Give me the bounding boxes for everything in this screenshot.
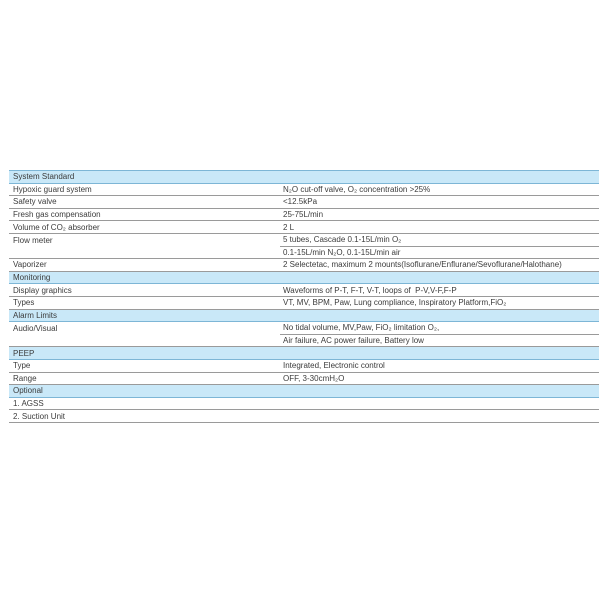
section-header-label: Monitoring (13, 273, 51, 283)
spec-row: Fresh gas compensation 25-75L/min (9, 209, 599, 222)
section-header-row: PEEP (9, 347, 599, 360)
spec-row: Type Integrated, Electronic control (9, 360, 599, 373)
section-header-label: Alarm Limits (13, 310, 58, 320)
spec-label: Volume of CO₂ absorber (13, 222, 100, 232)
spec-value: 2 L (283, 222, 295, 232)
spec-value: N₂O cut-off valve, O₂ concentration >25% (283, 184, 431, 194)
spec-label (9, 335, 280, 347)
spec-label: Flow meter (13, 235, 53, 245)
spec-row: 2. Suction Unit (9, 410, 599, 423)
spec-row: Audio/Visual No tidal volume, MV,Paw, Fi… (9, 322, 599, 335)
spec-row: Safety valve <12.5kPa (9, 196, 599, 209)
spec-value: <12.5kPa (283, 197, 318, 207)
spec-row: Hypoxic guard system N₂O cut-off valve, … (9, 184, 599, 197)
spec-label (9, 247, 280, 259)
spec-label: Safety valve (13, 197, 57, 207)
spec-value: OFF, 3-30cmH₂O (283, 373, 345, 383)
spec-label: Display graphics (13, 285, 72, 295)
spec-label: Hypoxic guard system (13, 184, 92, 194)
section-header-label: System Standard (13, 172, 75, 182)
spec-row: 0.1-15L/min N₂O, 0.1-15L/min air (9, 247, 599, 260)
spec-value: Integrated, Electronic control (283, 361, 385, 371)
spec-value: Waveforms of P-T, F-T, V-T, loops of P-V… (283, 285, 457, 295)
spec-label: Fresh gas compensation (13, 210, 101, 220)
spec-label: Types (13, 298, 35, 308)
spec-value: 5 tubes, Cascade 0.1-15L/min O₂ (280, 234, 599, 247)
spec-label: 2. Suction Unit (13, 411, 66, 421)
spec-table: System Standard Hypoxic guard system N₂O… (9, 170, 599, 423)
section-header-row: Optional (9, 385, 599, 398)
section-header-row: Monitoring (9, 271, 599, 285)
spec-row: Air failure, AC power failure, Battery l… (9, 335, 599, 348)
spec-row: Flow meter 5 tubes, Cascade 0.1-15L/min … (9, 234, 599, 247)
spec-value: 0.1-15L/min N₂O, 0.1-15L/min air (283, 247, 401, 257)
spec-row: Display graphics Waveforms of P-T, F-T, … (9, 284, 599, 297)
section-header-row: Alarm Limits (9, 309, 599, 323)
spec-value (280, 410, 599, 422)
spec-row: Types VT, MV, BPM, Paw, Lung compliance,… (9, 297, 599, 310)
spec-value: VT, MV, BPM, Paw, Lung compliance, Inspi… (283, 298, 507, 308)
spec-value: Air failure, AC power failure, Battery l… (283, 336, 424, 346)
spec-value: 2 Selectetac, maximum 2 mounts(Isofluran… (283, 260, 562, 270)
section-header-label: Optional (13, 386, 43, 396)
spec-value: 25-75L/min (283, 210, 324, 220)
spec-row: 1. AGSS (9, 398, 599, 411)
spec-row: Range OFF, 3-30cmH₂O (9, 373, 599, 386)
section-header-label: PEEP (13, 348, 35, 358)
spec-value (280, 398, 599, 410)
spec-label: Range (13, 373, 37, 383)
spec-row: Volume of CO₂ absorber 2 L (9, 221, 599, 234)
spec-label: Type (13, 361, 31, 371)
spec-label: Vaporizer (13, 260, 47, 270)
section-header-row: System Standard (9, 171, 599, 184)
spec-label: Audio/Visual (13, 323, 58, 333)
spec-row: Vaporizer 2 Selectetac, maximum 2 mounts… (9, 259, 599, 272)
spec-value: No tidal volume, MV,Paw, FiO₂ limitation… (280, 322, 599, 335)
spec-label: 1. AGSS (13, 398, 44, 408)
